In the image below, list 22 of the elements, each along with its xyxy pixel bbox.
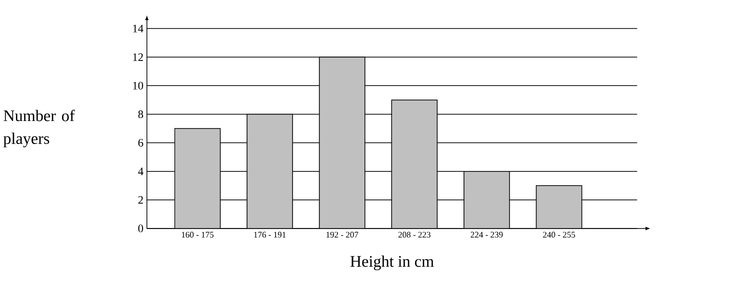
y-tick-label: 10	[133, 82, 144, 90]
bar	[536, 185, 582, 229]
x-tick-label: 240 - 255	[543, 232, 576, 238]
y-tick-label: 0	[138, 224, 144, 233]
x-tick-label: 160 - 175	[182, 232, 214, 238]
y-tick-label: 2	[138, 196, 143, 204]
y-axis-title: Number of players	[3, 110, 75, 148]
y-tick-label: 8	[138, 110, 144, 118]
y-tick-label: 4	[138, 168, 144, 176]
x-tick-label: 192 - 207	[326, 232, 358, 238]
y-tick-label: 14	[133, 25, 144, 33]
bar	[391, 100, 438, 229]
bar	[246, 114, 293, 229]
x-tick-label: 224 - 239	[470, 232, 503, 238]
y-tick-label: 12	[133, 54, 143, 62]
bar	[174, 128, 221, 229]
bar	[464, 171, 510, 229]
bar	[318, 56, 366, 229]
y-tick-label: 6	[138, 139, 144, 147]
x-tick-label: 208 - 223	[398, 232, 430, 238]
x-axis-title: Height in cm	[350, 256, 434, 270]
x-tick-label: 176 - 191	[254, 232, 286, 238]
